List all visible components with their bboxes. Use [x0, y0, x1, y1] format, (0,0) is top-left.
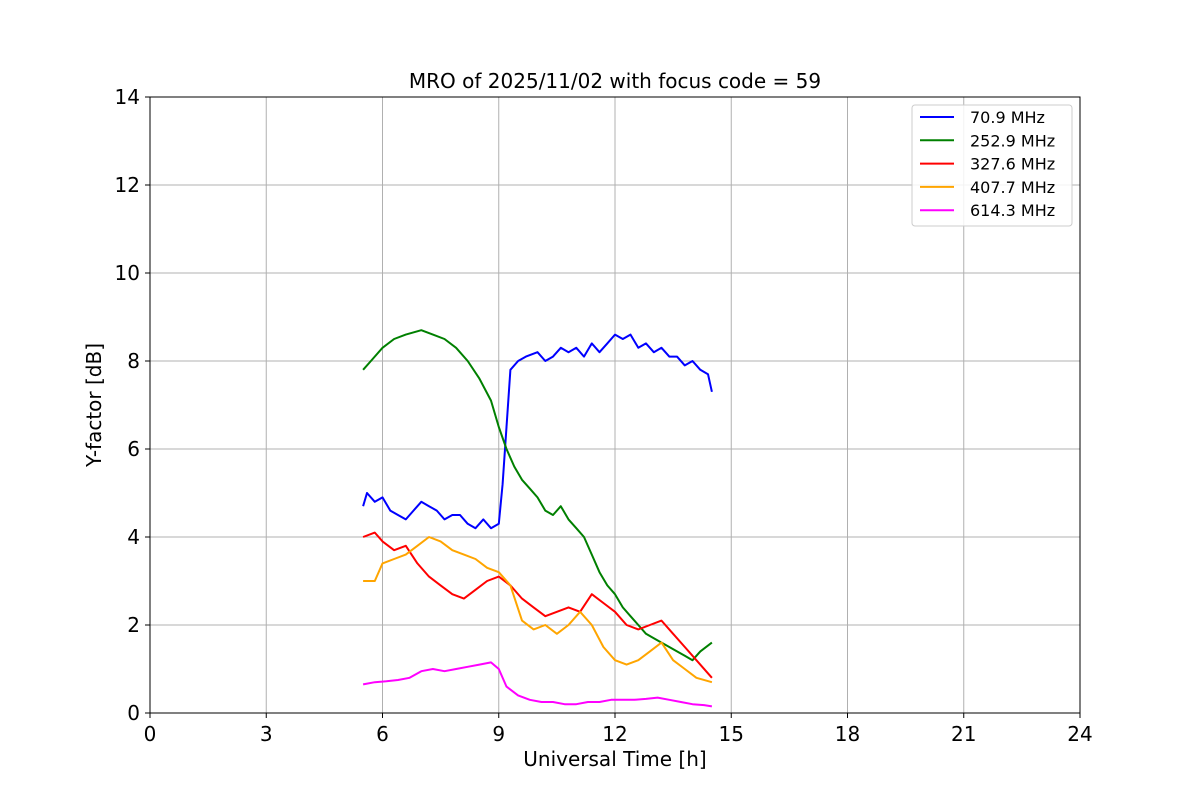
x-tick-label: 15 — [719, 722, 744, 746]
x-tick-label: 9 — [492, 722, 505, 746]
series-line-3 — [363, 536, 713, 684]
series-line-4 — [362, 661, 713, 708]
y-tick-label: 6 — [127, 437, 140, 461]
y-axis-label: Y-factor [dB] — [82, 343, 106, 468]
y-tick-label: 2 — [127, 613, 140, 637]
x-tick-label: 12 — [602, 722, 627, 746]
legend: 70.9 MHz 252.9 MHz 327.6 MHz 407.7 MHz 614.3… — [911, 104, 1073, 227]
series-line-1 — [362, 329, 713, 662]
chart-title: MRO of 2025/11/02 with focus code = 59 — [409, 69, 821, 93]
y-tick-label: 0 — [127, 701, 140, 725]
x-tick-label: 6 — [376, 722, 389, 746]
x-tick-label: 24 — [1067, 722, 1092, 746]
series-layer — [362, 329, 713, 708]
x-tick-label: 21 — [951, 722, 976, 746]
y-tick-label: 10 — [115, 261, 140, 285]
y-tick-label: 8 — [127, 349, 140, 373]
x-axis-label: Universal Time [h] — [523, 747, 706, 771]
legend-label-2: 327.6 MHz — [970, 155, 1055, 174]
y-tick-label: 4 — [127, 525, 140, 549]
legend-label-0: 70.9 MHz — [970, 108, 1045, 127]
legend-label-3: 407.7 MHz — [970, 178, 1055, 197]
y-axis: 0 2 4 6 8 10 12 14 — [115, 85, 150, 725]
y-tick-label: 12 — [115, 173, 140, 197]
legend-box — [911, 104, 1073, 227]
y-tick-label: 14 — [115, 85, 140, 109]
x-tick-label: 18 — [835, 722, 860, 746]
x-axis: 0 3 6 9 12 15 18 21 24 — [144, 713, 1093, 746]
legend-label-4: 614.3 MHz — [970, 201, 1055, 220]
x-tick-label: 0 — [144, 722, 157, 746]
series-line-2 — [362, 531, 713, 679]
legend-label-1: 252.9 MHz — [970, 131, 1055, 150]
x-tick-label: 3 — [260, 722, 273, 746]
series-line-0 — [362, 333, 713, 530]
